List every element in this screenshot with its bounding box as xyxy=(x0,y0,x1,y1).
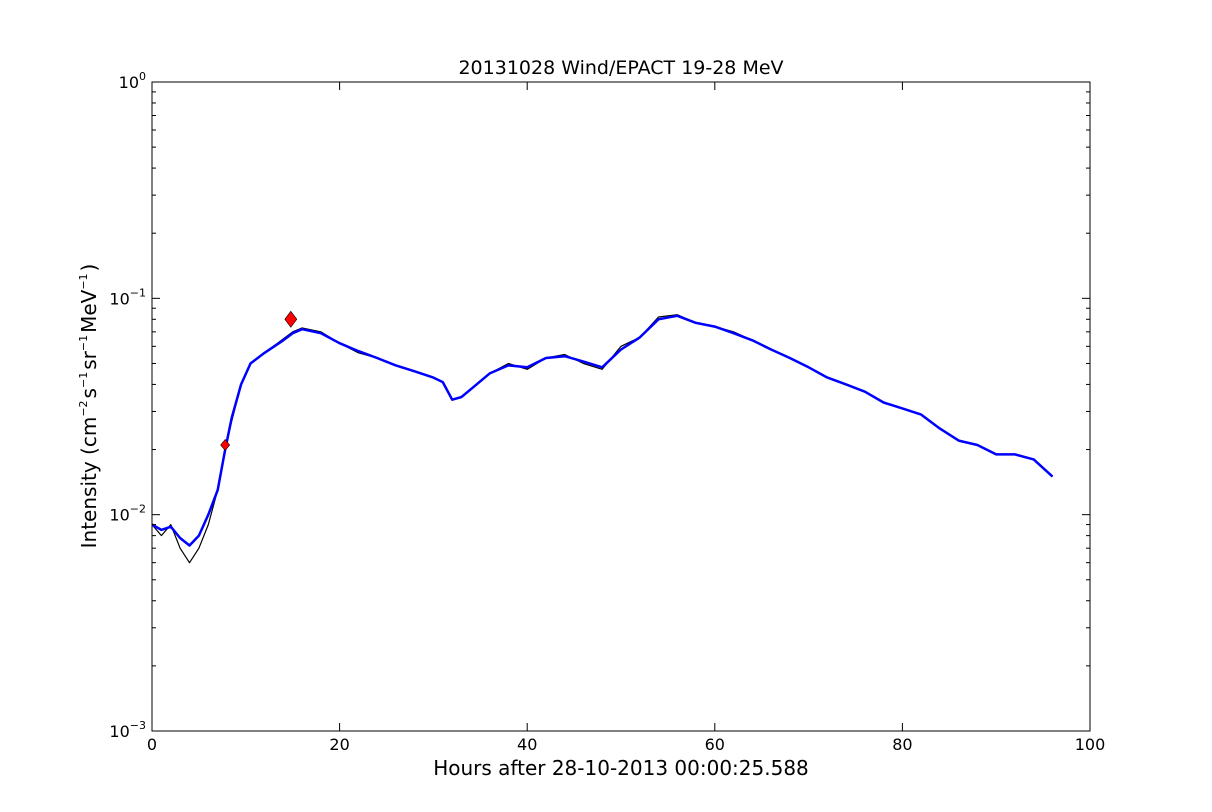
series-line-smoothed xyxy=(151,314,1054,547)
y-label-prefix: Intensity (cm xyxy=(77,417,101,549)
series-layer xyxy=(151,314,1054,564)
x-axis-label: Hours after 28-10-2013 00:00:25.588 xyxy=(433,756,809,780)
y-tick-label: 10−3 xyxy=(109,719,146,741)
y-label-part3: sr xyxy=(77,350,101,369)
chart-title: 20131028 Wind/EPACT 19-28 MeV xyxy=(458,57,783,79)
y-label-part2: s xyxy=(77,388,101,398)
tick-layer: 0 20 40 60 80 100 100 10−1 10−2 10−3 xyxy=(109,70,1105,754)
x-tick-label: 100 xyxy=(1075,735,1106,754)
y-label-exp1: −2 xyxy=(77,400,90,416)
marker-diamond-1 xyxy=(220,438,231,451)
x-tick-label: 40 xyxy=(517,735,537,754)
x-tick-label: 60 xyxy=(705,735,725,754)
y-axis-label: Intensity (cm−2s−1sr−1MeV−1) xyxy=(77,264,101,549)
y-tick-label: 10−2 xyxy=(109,503,146,525)
y-tick-label: 10−1 xyxy=(109,286,146,308)
y-label-exp4: −1 xyxy=(77,273,90,289)
marker-diamond-2 xyxy=(284,310,298,328)
x-tick-label: 80 xyxy=(892,735,912,754)
marker-layer xyxy=(220,310,298,451)
x-tick-label: 20 xyxy=(329,735,349,754)
y-label-exp2: −1 xyxy=(77,372,90,388)
y-tick-label: 100 xyxy=(119,70,146,92)
y-label-part4: MeV xyxy=(77,289,101,333)
y-label-suffix: ) xyxy=(77,264,101,272)
series-line-raw xyxy=(151,314,1053,564)
x-tick-label: 0 xyxy=(147,735,157,754)
y-label-exp3: −1 xyxy=(77,335,90,351)
plot-frame xyxy=(151,81,1091,732)
